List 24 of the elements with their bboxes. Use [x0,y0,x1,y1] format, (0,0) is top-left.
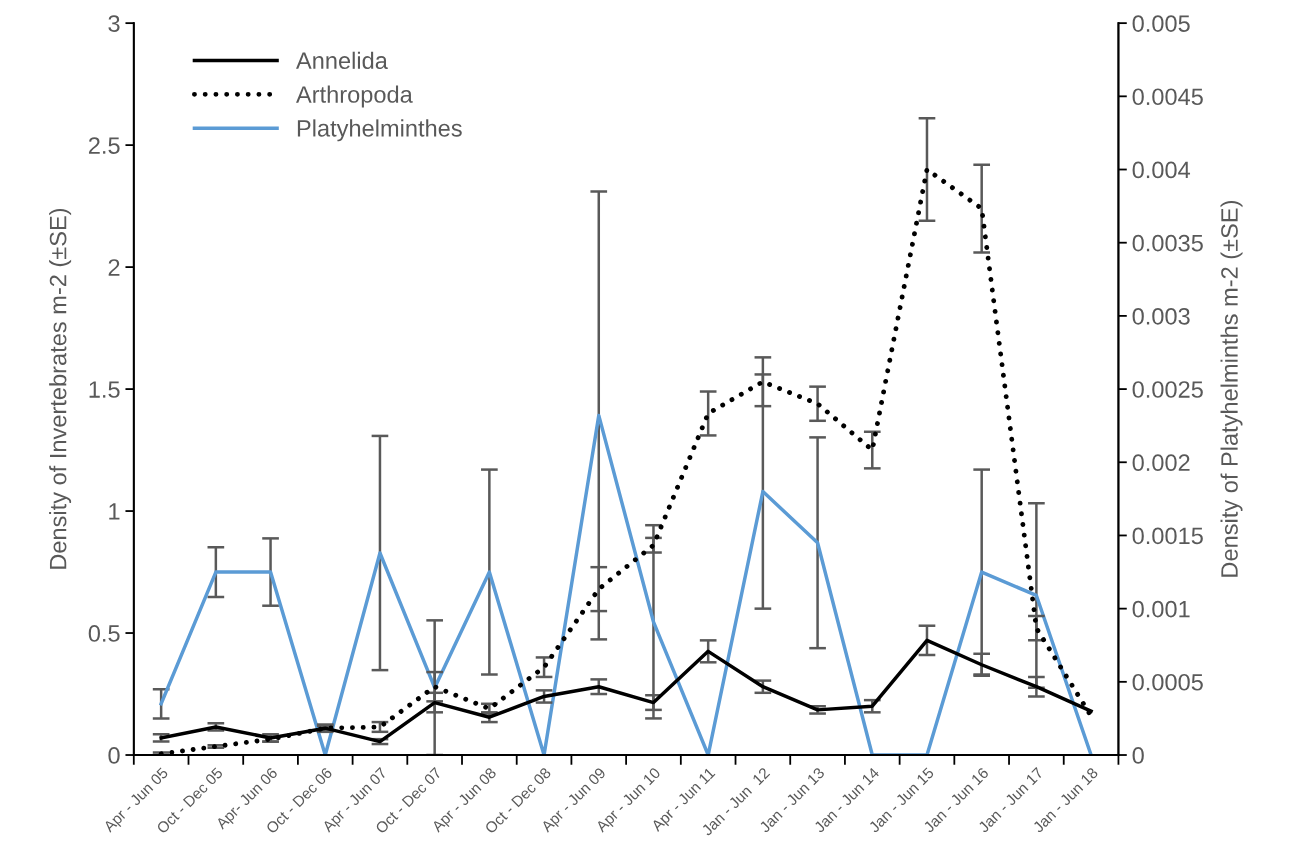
y2-tick-label: 0.0025 [1132,381,1203,398]
legend-label: Annelida [296,51,388,70]
y2-tick-label: 0.003 [1132,307,1190,325]
y2-tick-label: 0.002 [1132,454,1190,472]
y-tick-label: 0.5 [88,625,120,642]
legend-label: Platyhelminthes [297,119,462,142]
y2-tick-label: 0.005 [1132,15,1190,32]
y2-tick-label: 0.001 [1132,600,1190,618]
y2-axis-title: Density of Platyhelminths m-2 (±SE) [1220,201,1243,577]
line-series [159,413,1093,756]
y2-tick-label: 0.0045 [1132,88,1203,106]
y-axis-title: Density of Invertebrates m-2 (±SE) [49,208,72,569]
y-tick-label: 2.5 [88,137,120,154]
y-tick-label: 2 [108,259,120,276]
y-tick-label: 3 [108,15,120,32]
y2-tick-label: 0.0015 [1132,527,1203,545]
y-tick-label: 1.5 [89,381,120,398]
y-tick-label: 1 [109,503,120,520]
y2-tick-label: 0.004 [1132,161,1191,179]
y2-tick-label: 0.0005 [1132,673,1203,691]
legend-label: Arthropoda [296,85,413,108]
y2-tick-label: 0 [1132,747,1144,764]
y-tick-label: 0 [108,747,120,764]
y2-tick-label: 0.0035 [1132,234,1203,252]
